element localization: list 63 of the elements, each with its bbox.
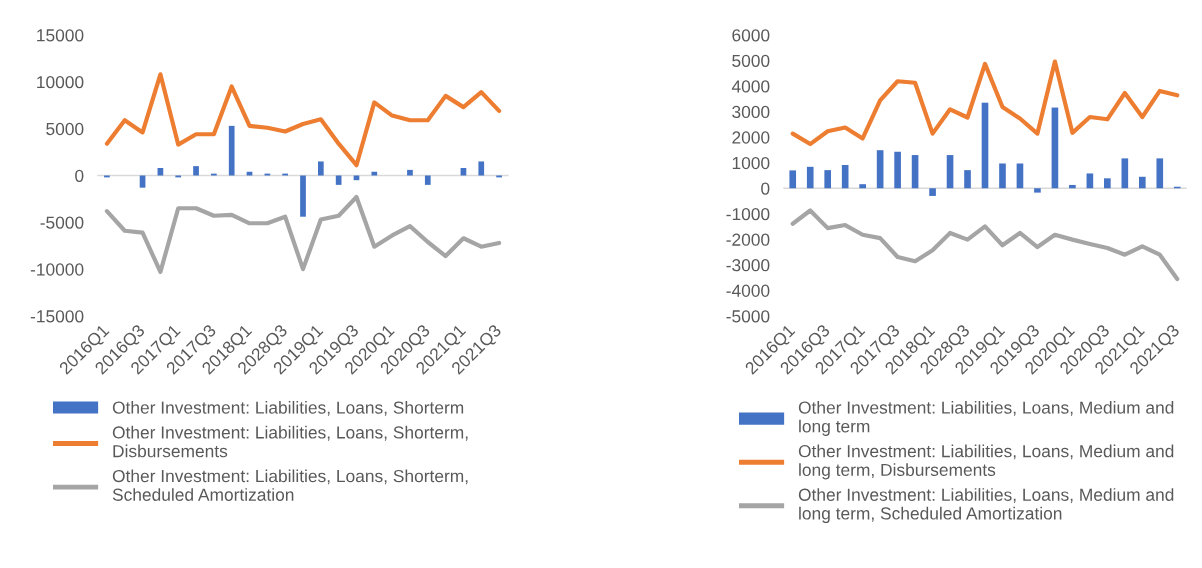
bar <box>1051 107 1059 189</box>
legend-label: Other Investment: Liabilities, Loans, Medium and long term, Disbursements <box>798 444 1174 480</box>
bar <box>841 165 849 189</box>
bar <box>824 170 832 189</box>
y-tick-label: -5000 <box>726 310 770 323</box>
y-tick-label: 0 <box>761 182 770 195</box>
y-tick-label: -10000 <box>30 263 84 276</box>
y-tick-label: 4000 <box>731 80 770 93</box>
legend-label: Other Investment: Liabilities, Loans, Medium and long term <box>798 401 1174 436</box>
line-series <box>790 208 1180 282</box>
bar <box>789 170 797 189</box>
y-tick-label: -2000 <box>726 233 770 246</box>
bar <box>859 184 866 189</box>
bar <box>335 175 342 185</box>
line-series <box>790 59 1180 147</box>
bar <box>1034 188 1041 193</box>
bar <box>964 170 971 189</box>
y-tick-label: 6000 <box>732 29 770 42</box>
bar <box>806 166 814 189</box>
bar <box>460 168 467 176</box>
y-tick-label: 15000 <box>37 29 84 42</box>
bar <box>1069 184 1076 189</box>
bar <box>1016 163 1024 189</box>
bar <box>876 150 884 189</box>
legend-label: Other Investment: Liabilities, Loans, Medium and long term, Scheduled Amortization <box>798 488 1174 524</box>
bar <box>946 155 954 189</box>
y-tick-label: 2000 <box>732 131 770 144</box>
bar <box>1086 173 1094 189</box>
bar <box>317 161 324 176</box>
bar <box>1156 158 1164 189</box>
y-tick-label: 5000 <box>46 122 84 136</box>
bar <box>981 102 989 189</box>
bar <box>407 169 413 176</box>
bar <box>371 171 378 176</box>
y-tick-label: -3000 <box>726 259 770 272</box>
y-tick-label: 0 <box>75 169 84 182</box>
bar <box>478 161 485 176</box>
bar <box>228 125 235 176</box>
bar <box>193 166 199 176</box>
y-tick-label: 10000 <box>37 76 84 89</box>
legend-label: Other Investment: Liabilities, Loans, Shorterm <box>112 401 464 416</box>
y-tick-label: 3000 <box>732 105 770 119</box>
line-series <box>104 194 502 275</box>
bar <box>246 171 253 176</box>
bar <box>911 155 919 189</box>
bar <box>300 175 306 217</box>
bar <box>1121 158 1129 189</box>
bar <box>1138 176 1146 189</box>
line-series <box>104 72 502 168</box>
legend-label: Other Investment: Liabilities, Loans, Shorterm, Disbursements <box>112 425 468 458</box>
y-tick-label: -15000 <box>30 310 84 323</box>
y-tick-label: -1000 <box>726 207 770 221</box>
bar <box>929 188 936 196</box>
bar <box>999 163 1006 189</box>
y-tick-label: -4000 <box>726 284 770 297</box>
bar <box>894 151 901 189</box>
bar <box>424 175 431 185</box>
legend-label: Other Investment: Liabilities, Loans, Shorterm, Scheduled Amortization <box>112 469 468 501</box>
y-tick-label: -5000 <box>40 216 84 229</box>
bar <box>1104 178 1111 189</box>
bar <box>157 168 164 176</box>
y-tick-label: 5000 <box>732 54 770 68</box>
y-tick-label: 1000 <box>732 156 770 170</box>
